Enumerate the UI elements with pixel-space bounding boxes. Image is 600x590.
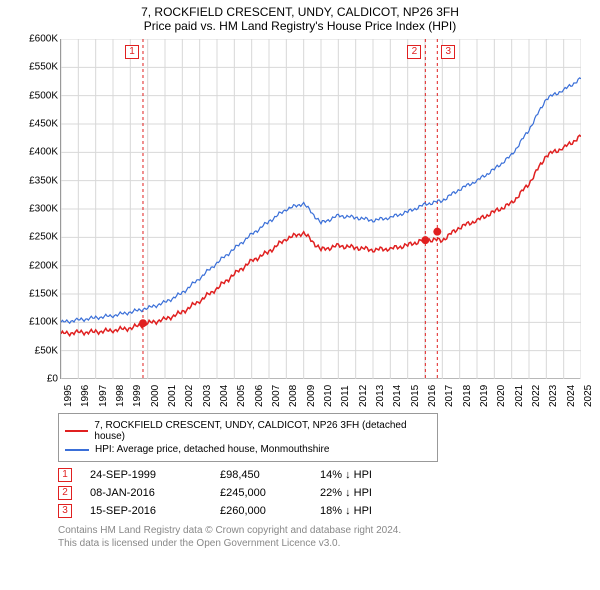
x-tick-label: 2008 xyxy=(288,385,299,407)
x-tick-label: 1995 xyxy=(63,385,74,407)
event-date: 24-SEP-1999 xyxy=(90,469,220,481)
x-tick-label: 1996 xyxy=(80,385,91,407)
y-tick-label: £400K xyxy=(29,147,58,158)
x-tick-label: 2005 xyxy=(236,385,247,407)
x-tick-label: 2011 xyxy=(340,385,351,407)
y-tick-label: £150K xyxy=(29,289,58,300)
x-tick-label: 2014 xyxy=(392,385,403,407)
y-axis: £0£50K£100K£150K£200K£250K£300K£350K£400… xyxy=(20,39,60,379)
event-row: 3 15-SEP-2016 £260,000 18% ↓ HPI xyxy=(58,504,590,518)
x-tick-label: 2017 xyxy=(444,385,455,407)
event-row: 1 24-SEP-1999 £98,450 14% ↓ HPI xyxy=(58,468,590,482)
legend-label: HPI: Average price, detached house, Monm… xyxy=(95,444,329,455)
y-tick-label: £300K xyxy=(29,204,58,215)
event-price: £245,000 xyxy=(220,487,320,499)
x-tick-label: 2016 xyxy=(427,385,438,407)
y-tick-label: £0 xyxy=(47,374,58,385)
x-tick-label: 2024 xyxy=(566,385,577,407)
footnote-line: This data is licensed under the Open Gov… xyxy=(58,537,590,550)
x-tick-label: 2004 xyxy=(219,385,230,407)
x-tick-label: 2018 xyxy=(462,385,473,407)
x-tick-label: 2009 xyxy=(306,385,317,407)
event-date: 15-SEP-2016 xyxy=(90,505,220,517)
x-tick-label: 1997 xyxy=(98,385,109,407)
x-tick-label: 2013 xyxy=(375,385,386,407)
x-tick-label: 2007 xyxy=(271,385,282,407)
event-date: 08-JAN-2016 xyxy=(90,487,220,499)
x-tick-label: 2022 xyxy=(531,385,542,407)
y-tick-label: £250K xyxy=(29,232,58,243)
x-tick-label: 2001 xyxy=(167,385,178,407)
event-badge: 1 xyxy=(58,468,72,482)
x-tick-label: 1999 xyxy=(132,385,143,407)
y-tick-label: £50K xyxy=(35,345,58,356)
events-table: 1 24-SEP-1999 £98,450 14% ↓ HPI 2 08-JAN… xyxy=(58,468,590,518)
event-price: £260,000 xyxy=(220,505,320,517)
x-tick-label: 1998 xyxy=(115,385,126,407)
y-tick-label: £600K xyxy=(29,34,58,45)
x-tick-label: 2003 xyxy=(202,385,213,407)
y-tick-label: £350K xyxy=(29,175,58,186)
legend-item-hpi: HPI: Average price, detached house, Monm… xyxy=(65,444,431,455)
y-tick-label: £450K xyxy=(29,119,58,130)
plot-region: 1 2 3 xyxy=(60,39,580,379)
x-tick-label: 2002 xyxy=(184,385,195,407)
chart-area: £0 £50K £100K £150K £200K £250K £300K £350K £400… xyxy=(20,39,590,409)
event-row: 2 08-JAN-2016 £245,000 22% ↓ HPI xyxy=(58,486,590,500)
x-axis: 1995 1996 1997 1998 1999 2000 2001 2002 2003 2004… xyxy=(60,381,580,411)
event-badge: 2 xyxy=(58,486,72,500)
legend-item-property: 7, ROCKFIELD CRESCENT, UNDY, CALDICOT, N… xyxy=(65,420,431,442)
chart-marker-badge: 2 xyxy=(407,45,421,59)
x-tick-label: 2015 xyxy=(410,385,421,407)
event-price: £98,450 xyxy=(220,469,320,481)
x-tick-label: 2025 xyxy=(583,385,594,407)
x-tick-label: 2006 xyxy=(254,385,265,407)
x-tick-label: 2021 xyxy=(514,385,525,407)
legend: 7, ROCKFIELD CRESCENT, UNDY, CALDICOT, N… xyxy=(58,413,438,462)
legend-swatch xyxy=(65,449,89,451)
y-tick-label: £500K xyxy=(29,90,58,101)
x-tick-label: 2012 xyxy=(358,385,369,407)
footnote: Contains HM Land Registry data © Crown c… xyxy=(58,524,590,550)
y-tick-label: £550K xyxy=(29,62,58,73)
footnote-line: Contains HM Land Registry data © Crown c… xyxy=(58,524,590,537)
x-tick-label: 2019 xyxy=(479,385,490,407)
y-tick-label: £200K xyxy=(29,260,58,271)
plot-svg xyxy=(61,39,581,379)
legend-label: 7, ROCKFIELD CRESCENT, UNDY, CALDICOT, N… xyxy=(94,420,431,442)
legend-swatch xyxy=(65,430,88,432)
x-tick-label: 2020 xyxy=(496,385,507,407)
chart-title-line2: Price paid vs. HM Land Registry's House … xyxy=(10,19,590,33)
x-tick-label: 2023 xyxy=(548,385,559,407)
x-tick-label: 2010 xyxy=(323,385,334,407)
event-diff: 22% ↓ HPI xyxy=(320,487,420,499)
y-tick-label: £100K xyxy=(29,317,58,328)
event-badge: 3 xyxy=(58,504,72,518)
chart-title-line1: 7, ROCKFIELD CRESCENT, UNDY, CALDICOT, N… xyxy=(10,5,590,19)
chart-marker-badge: 3 xyxy=(441,45,455,59)
x-tick-label: 2000 xyxy=(150,385,161,407)
event-diff: 18% ↓ HPI xyxy=(320,505,420,517)
chart-marker-badge: 1 xyxy=(125,45,139,59)
event-diff: 14% ↓ HPI xyxy=(320,469,420,481)
chart-container: 7, ROCKFIELD CRESCENT, UNDY, CALDICOT, N… xyxy=(0,0,600,590)
